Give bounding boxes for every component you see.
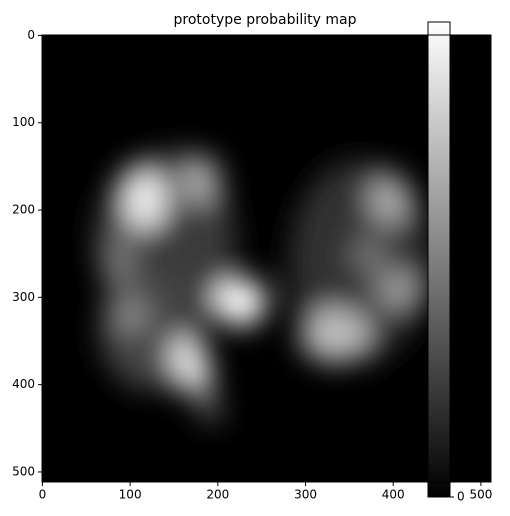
y-tick-label: 200 <box>12 203 35 217</box>
colorbar-tick-label: 0 <box>457 490 465 504</box>
y-tick-label: 500 <box>12 464 35 478</box>
x-tick-label: 500 <box>469 488 492 502</box>
x-tick-label: 300 <box>294 488 317 502</box>
chart-title: prototype probability map <box>174 12 357 28</box>
y-tick-label: 0 <box>27 28 35 42</box>
colorbar <box>427 21 451 498</box>
y-tick-label: 300 <box>12 290 35 304</box>
y-tick-label: 400 <box>12 377 35 391</box>
x-tick-label: 200 <box>206 488 229 502</box>
y-tick-label: 100 <box>12 115 35 129</box>
x-tick-label: 0 <box>39 488 47 502</box>
axes-frame <box>41 34 492 483</box>
heatmap-image <box>42 35 491 482</box>
x-tick-label: 400 <box>382 488 405 502</box>
x-tick-label: 100 <box>119 488 142 502</box>
